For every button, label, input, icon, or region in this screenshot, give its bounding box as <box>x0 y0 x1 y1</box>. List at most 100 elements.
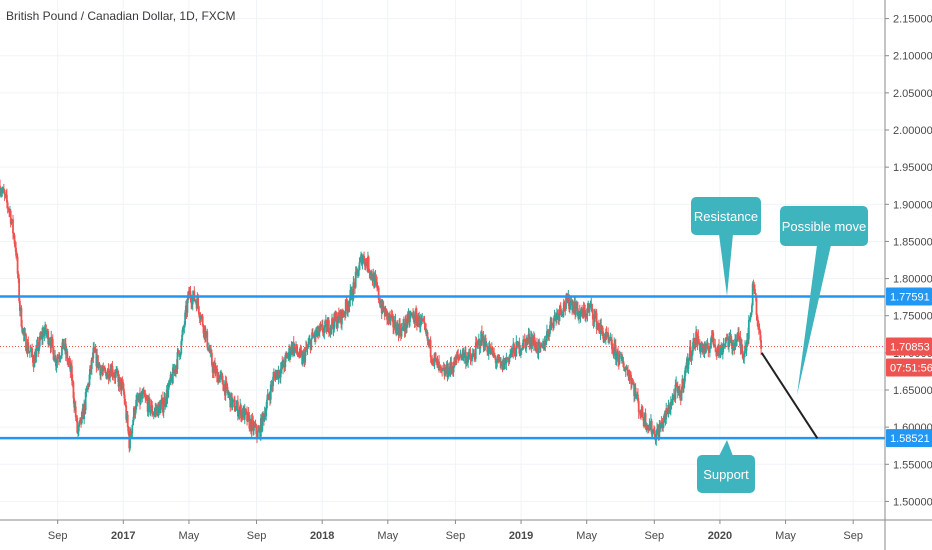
candle-body <box>149 399 151 413</box>
candle-body <box>31 348 34 356</box>
candle-body <box>132 419 134 425</box>
candle-body <box>553 314 556 319</box>
candle-body <box>176 352 179 370</box>
candle-body <box>167 387 170 398</box>
candle-body <box>589 305 592 307</box>
candle-body <box>724 337 727 344</box>
candle-body <box>429 340 432 358</box>
candle-body <box>758 328 761 331</box>
candle-body <box>71 380 74 382</box>
x-tick-label: Sep <box>446 530 466 542</box>
candle-body <box>374 276 377 279</box>
candle-body <box>255 424 258 434</box>
candle-body <box>591 309 594 320</box>
time-axis[interactable]: Sep 2017 May Sep 2018 May Sep 2019 May Sep 2020 May… <box>0 519 932 542</box>
candle-body <box>363 256 365 264</box>
candle-body <box>43 331 46 336</box>
candle-body <box>218 377 221 383</box>
candle-body <box>637 394 639 401</box>
candle-body <box>90 357 93 370</box>
candle-body <box>490 348 492 354</box>
candle-body <box>142 390 145 395</box>
possible-move-callout-pointer <box>797 245 831 395</box>
candle-body <box>152 413 155 416</box>
candle-body <box>310 338 313 350</box>
candle-body <box>86 388 89 391</box>
candle-body <box>320 325 323 328</box>
candle-body <box>336 323 339 328</box>
candle-body <box>111 365 114 376</box>
candle-body <box>549 325 551 334</box>
candle-body <box>186 299 189 313</box>
candle-body <box>518 342 521 354</box>
candle-body <box>730 336 733 340</box>
candle-body <box>35 345 38 351</box>
candle-body <box>523 339 526 342</box>
candle-body <box>63 348 66 350</box>
candle-body <box>752 283 755 287</box>
candle-body <box>736 333 739 342</box>
candle-body <box>561 314 564 315</box>
candle-body <box>596 324 599 329</box>
y-tick-label: 1.65000 <box>893 385 932 397</box>
candle-body <box>85 390 88 393</box>
candle-body <box>545 340 548 346</box>
candle-body <box>265 408 268 417</box>
candle-body <box>227 390 229 395</box>
candle-body <box>760 340 762 349</box>
support-callout-box <box>697 455 755 493</box>
candle-body <box>697 335 700 343</box>
candle-body <box>454 355 457 366</box>
y-tick-label: 1.85000 <box>893 236 932 248</box>
candle-body <box>306 347 309 349</box>
x-tick-label: May <box>179 530 200 542</box>
candle-body <box>656 428 658 435</box>
candle-body <box>452 367 455 373</box>
candle-body <box>103 369 106 371</box>
candle-body <box>15 255 18 257</box>
candle-body <box>406 313 409 325</box>
candle-body <box>521 348 524 350</box>
candle-body <box>629 373 632 375</box>
candle-body <box>245 411 248 412</box>
candle-body <box>738 332 740 340</box>
candle-body <box>296 352 299 355</box>
candle-body <box>44 325 47 335</box>
resistance-callout-box <box>691 197 761 235</box>
candle-body <box>356 269 359 272</box>
x-tick-label: Sep <box>645 530 665 542</box>
candle-body <box>724 343 727 345</box>
candle-body <box>50 336 53 348</box>
candle-body <box>1 191 4 193</box>
candle-body <box>591 303 593 310</box>
candle-body <box>114 372 117 379</box>
candle-body <box>468 351 471 354</box>
candle-body <box>180 340 183 354</box>
candle-body <box>574 301 577 315</box>
candle-body <box>47 330 50 344</box>
candle-body <box>215 368 218 369</box>
candle-body <box>123 394 126 404</box>
candle-body <box>93 347 96 353</box>
candle-body <box>317 326 320 336</box>
current-price-tag-text: 1.70853 <box>890 342 930 354</box>
candle-body <box>568 305 571 310</box>
candle-body <box>528 333 531 345</box>
candle-body <box>2 188 5 193</box>
candle-body <box>497 355 499 362</box>
candle-body <box>328 320 330 334</box>
candle-body <box>593 314 596 323</box>
candle-body <box>170 374 173 378</box>
candle-body <box>318 332 320 336</box>
candle-body <box>304 351 307 363</box>
candle-body <box>627 370 629 376</box>
candle-body <box>384 308 387 317</box>
candle-body <box>235 406 238 411</box>
candle-body <box>438 361 440 367</box>
candle-body <box>298 348 301 357</box>
price-axis[interactable]: 2.15000 2.10000 2.05000 2.00000 1.95000 1.900… <box>884 0 932 550</box>
y-tick-label: 1.75000 <box>893 311 932 323</box>
candle-body <box>67 361 69 363</box>
